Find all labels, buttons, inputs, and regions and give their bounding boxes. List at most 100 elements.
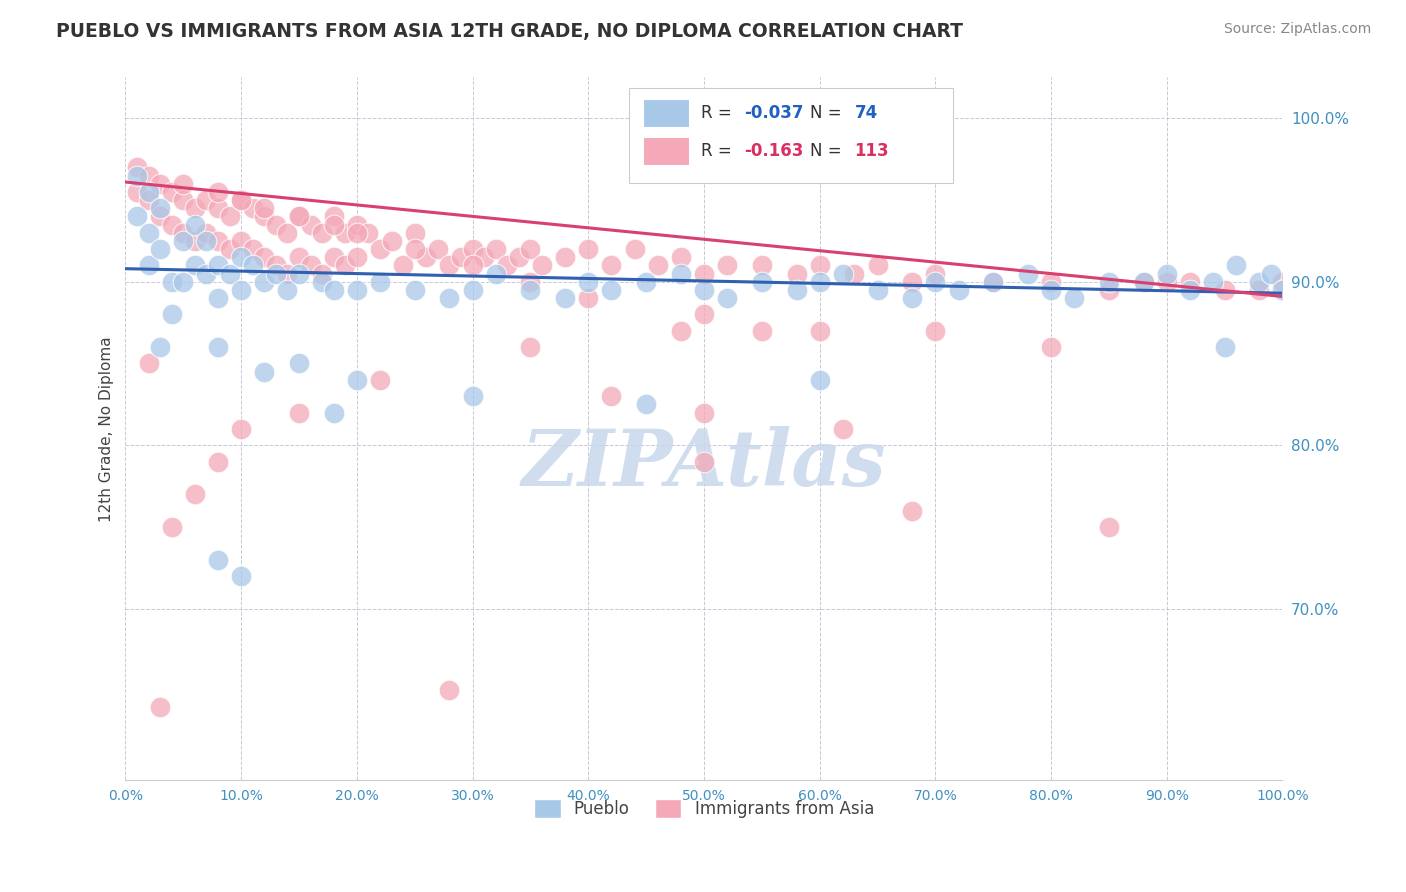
- Point: [461, 389, 484, 403]
- Point: [346, 283, 368, 297]
- Point: [485, 242, 508, 256]
- Point: [253, 210, 276, 224]
- Point: [288, 210, 311, 224]
- Point: [461, 259, 484, 273]
- Point: [138, 193, 160, 207]
- Point: [311, 275, 333, 289]
- Point: [600, 259, 623, 273]
- Point: [866, 259, 889, 273]
- Point: [264, 218, 287, 232]
- Point: [693, 454, 716, 468]
- Point: [299, 218, 322, 232]
- Text: Source: ZipAtlas.com: Source: ZipAtlas.com: [1223, 22, 1371, 37]
- Point: [207, 234, 229, 248]
- Point: [276, 267, 298, 281]
- Point: [160, 185, 183, 199]
- Point: [1098, 275, 1121, 289]
- Point: [322, 218, 344, 232]
- Point: [311, 267, 333, 281]
- Point: [404, 242, 426, 256]
- Point: [125, 185, 148, 199]
- Point: [519, 340, 541, 354]
- Point: [288, 267, 311, 281]
- Point: [1063, 291, 1085, 305]
- Point: [439, 259, 461, 273]
- Point: [1271, 275, 1294, 289]
- Point: [576, 275, 599, 289]
- Point: [461, 242, 484, 256]
- Point: [831, 267, 853, 281]
- Point: [125, 161, 148, 175]
- Point: [172, 275, 194, 289]
- Point: [576, 291, 599, 305]
- Point: [901, 291, 924, 305]
- Point: [299, 259, 322, 273]
- Point: [172, 234, 194, 248]
- Point: [901, 503, 924, 517]
- Point: [381, 234, 404, 248]
- Point: [184, 487, 207, 501]
- Point: [508, 250, 530, 264]
- Point: [636, 397, 658, 411]
- Point: [264, 267, 287, 281]
- Point: [924, 275, 946, 289]
- Point: [1249, 275, 1271, 289]
- Point: [288, 405, 311, 419]
- Point: [207, 454, 229, 468]
- Point: [693, 308, 716, 322]
- Point: [751, 324, 773, 338]
- Point: [346, 373, 368, 387]
- Point: [450, 250, 472, 264]
- Point: [172, 226, 194, 240]
- Point: [138, 356, 160, 370]
- Bar: [643, 98, 689, 127]
- Text: N =: N =: [810, 103, 848, 121]
- Point: [636, 275, 658, 289]
- Point: [218, 242, 240, 256]
- Point: [357, 226, 380, 240]
- Point: [1132, 275, 1154, 289]
- Point: [404, 226, 426, 240]
- Point: [1249, 283, 1271, 297]
- Point: [519, 275, 541, 289]
- Legend: Pueblo, Immigrants from Asia: Pueblo, Immigrants from Asia: [527, 792, 880, 825]
- Point: [1156, 275, 1178, 289]
- Text: R =: R =: [700, 103, 737, 121]
- Point: [461, 283, 484, 297]
- Point: [924, 267, 946, 281]
- Point: [485, 267, 508, 281]
- Point: [554, 250, 576, 264]
- Point: [160, 275, 183, 289]
- Point: [519, 242, 541, 256]
- Point: [415, 250, 437, 264]
- Point: [253, 275, 276, 289]
- Point: [160, 308, 183, 322]
- Point: [276, 226, 298, 240]
- Point: [808, 373, 831, 387]
- Point: [576, 242, 599, 256]
- Point: [172, 193, 194, 207]
- Text: -0.163: -0.163: [744, 142, 804, 161]
- Point: [439, 683, 461, 698]
- Point: [242, 259, 264, 273]
- Point: [472, 250, 495, 264]
- Text: 74: 74: [855, 103, 877, 121]
- Point: [195, 234, 218, 248]
- Point: [322, 250, 344, 264]
- Point: [311, 226, 333, 240]
- Point: [288, 356, 311, 370]
- Text: PUEBLO VS IMMIGRANTS FROM ASIA 12TH GRADE, NO DIPLOMA CORRELATION CHART: PUEBLO VS IMMIGRANTS FROM ASIA 12TH GRAD…: [56, 22, 963, 41]
- Point: [669, 267, 692, 281]
- Point: [231, 569, 253, 583]
- Point: [981, 275, 1004, 289]
- Point: [1156, 267, 1178, 281]
- Point: [1040, 340, 1063, 354]
- Point: [276, 283, 298, 297]
- Point: [138, 226, 160, 240]
- Point: [1098, 283, 1121, 297]
- Point: [1260, 267, 1282, 281]
- Point: [600, 389, 623, 403]
- Point: [207, 552, 229, 566]
- Point: [924, 324, 946, 338]
- Point: [1178, 283, 1201, 297]
